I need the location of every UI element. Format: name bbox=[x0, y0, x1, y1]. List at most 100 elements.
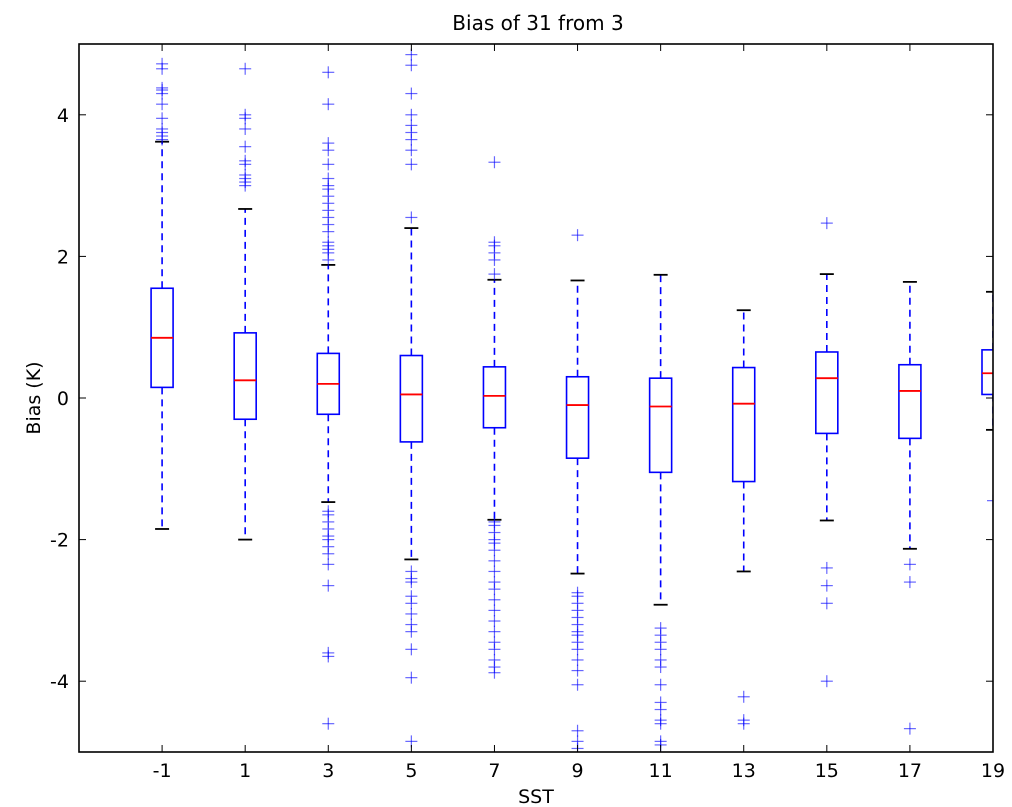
outlier-point bbox=[488, 156, 501, 169]
outlier-point bbox=[571, 653, 584, 666]
box bbox=[399, 354, 424, 443]
outlier-point bbox=[488, 625, 501, 638]
box bbox=[981, 349, 993, 396]
outlier-point bbox=[405, 643, 418, 656]
x-tick-label: 15 bbox=[815, 760, 839, 782]
outlier-point bbox=[322, 137, 335, 150]
outlier-point bbox=[239, 122, 252, 135]
outlier-point bbox=[239, 62, 252, 75]
outlier-point bbox=[737, 690, 750, 703]
outlier-point bbox=[820, 675, 833, 688]
outlier-point bbox=[488, 554, 501, 567]
box bbox=[815, 351, 839, 435]
y-tick-label: -4 bbox=[50, 671, 69, 693]
plot-area bbox=[150, 48, 993, 752]
outlier-point bbox=[156, 112, 169, 125]
outlier-point bbox=[322, 558, 335, 571]
outlier-point bbox=[405, 211, 418, 224]
x-tick-label: 9 bbox=[571, 760, 583, 782]
outlier-point bbox=[239, 168, 252, 181]
outlier-point bbox=[488, 236, 501, 249]
outlier-point bbox=[239, 108, 252, 121]
outlier-point bbox=[987, 494, 993, 507]
outlier-point bbox=[156, 122, 169, 135]
outlier-point bbox=[405, 59, 418, 72]
outlier-point bbox=[571, 643, 584, 656]
x-tick-label: 7 bbox=[488, 760, 500, 782]
chart-title: Bias of 31 from 3 bbox=[452, 11, 623, 35]
box bbox=[233, 332, 257, 421]
outlier-point bbox=[654, 678, 667, 691]
box bbox=[482, 366, 507, 429]
outlier-point bbox=[322, 236, 335, 249]
outlier-point bbox=[322, 717, 335, 730]
outlier-point bbox=[820, 561, 833, 574]
outlier-point bbox=[571, 724, 584, 737]
outlier-point bbox=[488, 268, 501, 281]
y-tick-label: 2 bbox=[57, 246, 69, 268]
outlier-point bbox=[405, 597, 418, 610]
x-tick-label: 3 bbox=[322, 760, 334, 782]
outlier-point bbox=[322, 579, 335, 592]
outlier-point bbox=[571, 678, 584, 691]
x-tick-label: 11 bbox=[649, 760, 673, 782]
y-tick-label: 0 bbox=[57, 388, 69, 410]
outlier-point bbox=[488, 615, 501, 628]
outlier-point bbox=[903, 576, 916, 589]
y-axis-title: Bias (K) bbox=[23, 361, 45, 434]
outlier-point bbox=[239, 154, 252, 167]
outlier-point bbox=[488, 593, 501, 606]
box bbox=[648, 377, 673, 474]
box bbox=[565, 375, 590, 459]
y-tick-label: -2 bbox=[50, 530, 69, 552]
outlier-point bbox=[405, 108, 418, 121]
plot-frame bbox=[78, 43, 994, 753]
outlier-point bbox=[322, 66, 335, 79]
outlier-point bbox=[322, 650, 335, 663]
x-tick-label: 1 bbox=[239, 760, 251, 782]
outlier-point bbox=[820, 579, 833, 592]
outlier-point bbox=[405, 144, 418, 157]
outlier-point bbox=[156, 57, 169, 70]
outlier-point bbox=[156, 98, 169, 111]
x-tick-label: 5 bbox=[405, 760, 417, 782]
outlier-point bbox=[488, 643, 501, 656]
x-tick-label: 13 bbox=[732, 760, 756, 782]
x-tick-label: 19 bbox=[981, 760, 1005, 782]
outlier-point bbox=[405, 625, 418, 638]
outlier-point bbox=[405, 576, 418, 589]
outlier-point bbox=[322, 98, 335, 111]
outlier-point bbox=[405, 607, 418, 620]
outlier-point bbox=[571, 664, 584, 677]
outlier-point bbox=[405, 87, 418, 100]
outlier-point bbox=[654, 703, 667, 716]
outlier-point bbox=[820, 217, 833, 230]
outlier-point bbox=[322, 547, 335, 560]
outlier-point bbox=[239, 140, 252, 153]
outlier-point bbox=[488, 565, 501, 578]
x-tick-label: 17 bbox=[898, 760, 922, 782]
outlier-point bbox=[654, 643, 667, 656]
outlier-point bbox=[405, 119, 418, 132]
box bbox=[898, 363, 922, 440]
outlier-point bbox=[322, 158, 335, 171]
outlier-point bbox=[488, 666, 501, 679]
outlier-point bbox=[903, 558, 916, 571]
outlier-point bbox=[488, 604, 501, 617]
outlier-point bbox=[571, 229, 584, 242]
outlier-point bbox=[156, 81, 169, 94]
x-tick-label: -1 bbox=[153, 760, 172, 782]
outlier-point bbox=[654, 661, 667, 674]
outlier-point bbox=[820, 597, 833, 610]
outlier-point bbox=[903, 722, 916, 735]
outlier-point bbox=[654, 717, 667, 730]
outlier-point bbox=[488, 583, 501, 596]
outlier-point bbox=[737, 717, 750, 730]
outlier-point bbox=[488, 544, 501, 557]
box bbox=[731, 366, 756, 483]
y-tick-label: 4 bbox=[57, 105, 69, 127]
outlier-point bbox=[405, 158, 418, 171]
outlier-point bbox=[405, 671, 418, 684]
